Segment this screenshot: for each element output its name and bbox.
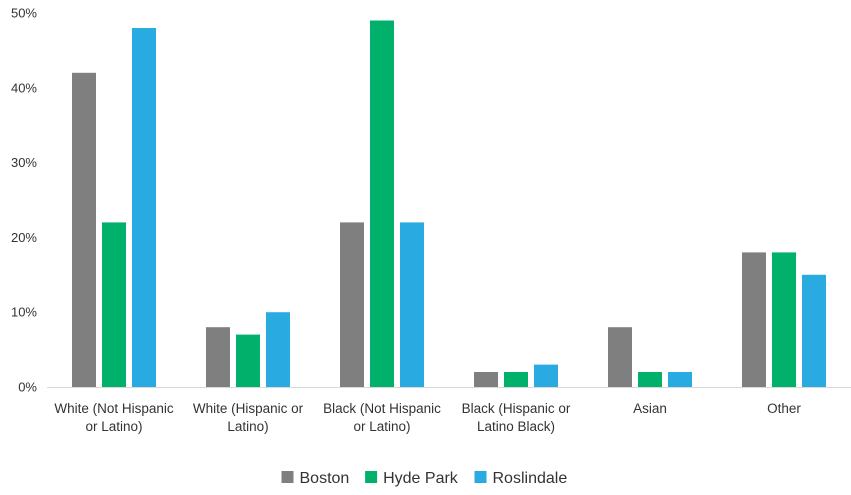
- category-label: or Latino): [85, 419, 142, 434]
- bar-roslindale-0: [132, 28, 156, 387]
- y-tick-label: 30%: [11, 155, 37, 170]
- bar-boston-0: [72, 72, 96, 388]
- x-axis-categories: White (Not Hispanic or Latino) White (Hisp…: [54, 401, 801, 434]
- legend-label: Hyde Park: [383, 470, 459, 487]
- legend: Boston Hyde Park Roslindale: [281, 470, 568, 487]
- bar-hyde-park-2: [370, 20, 394, 387]
- category-label: Latino): [227, 419, 268, 434]
- bar-hyde-park-4: [638, 372, 662, 387]
- legend-swatch-hyde-park: [365, 471, 378, 483]
- category-label: or Latino): [353, 419, 410, 434]
- y-tick-label: 0%: [18, 380, 37, 395]
- category-label: Black (Not Hispanic: [323, 401, 441, 416]
- bar-roslindale-4: [668, 372, 692, 387]
- category-label: White (Not Hispanic: [54, 401, 174, 416]
- category-label: Latino Black): [477, 419, 555, 434]
- category-label: Other: [767, 401, 801, 416]
- legend-swatch-roslindale: [474, 471, 487, 483]
- legend-label: Roslindale: [493, 470, 568, 487]
- legend-label: Boston: [300, 470, 350, 487]
- bar-roslindale-3: [534, 364, 558, 387]
- bar-roslindale-5: [802, 274, 826, 387]
- bar-hyde-park-0: [102, 222, 126, 387]
- y-tick-label: 20%: [11, 230, 37, 245]
- bars-layer: [72, 20, 826, 388]
- category-label: Black (Hispanic or: [462, 401, 571, 416]
- y-tick-label: 10%: [11, 305, 37, 320]
- bar-hyde-park-5: [772, 252, 796, 387]
- category-label: Asian: [633, 401, 667, 416]
- y-tick-label: 50%: [11, 6, 37, 21]
- bar-boston-1: [206, 327, 230, 387]
- bar-boston-4: [608, 327, 632, 387]
- legend-swatch-boston: [281, 471, 294, 483]
- bar-boston-2: [340, 222, 364, 387]
- y-axis-ticks: 0% 10% 20% 30% 40% 50%: [11, 6, 37, 395]
- bar-hyde-park-3: [504, 372, 528, 387]
- bar-roslindale-1: [266, 312, 290, 387]
- bar-hyde-park-1: [236, 334, 260, 387]
- bar-boston-5: [742, 252, 766, 387]
- category-label: White (Hispanic or: [193, 401, 304, 416]
- bar-boston-3: [474, 372, 498, 387]
- bar-roslindale-2: [400, 222, 424, 387]
- y-tick-label: 40%: [11, 80, 37, 95]
